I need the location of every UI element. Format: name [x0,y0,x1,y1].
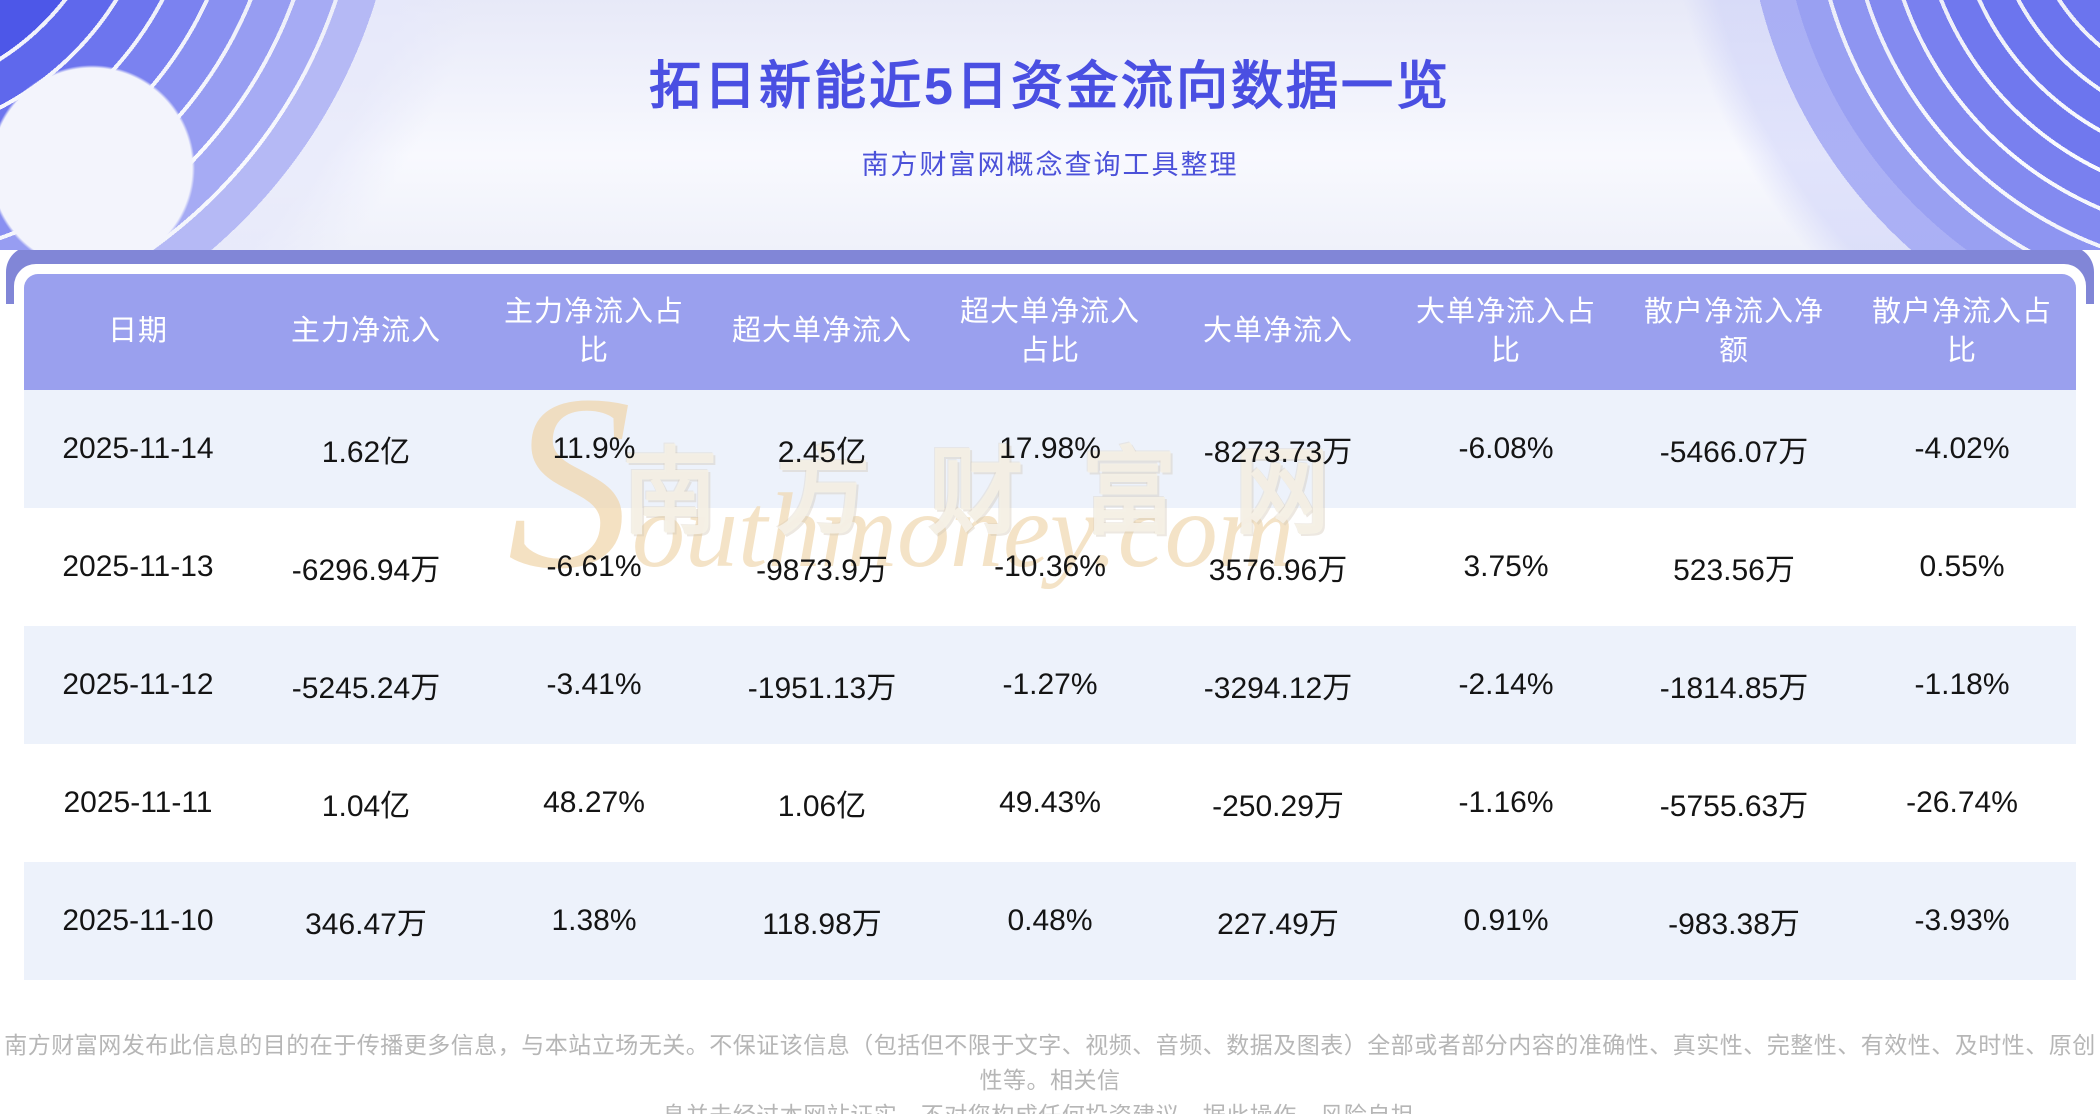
column-header: 主力净流入 [252,274,480,390]
table-cell: 0.55% [1919,550,2005,583]
table-cell: 523.56万 [1673,554,1795,587]
column-header: 超大单净流入 [708,274,936,390]
table-cell: -1.18% [1914,668,2010,701]
table-cell: -6296.94万 [291,554,441,587]
page-title: 拓日新能近5日资金流向数据一览 [649,58,1451,116]
disclaimer: 南方财富网发布此信息的目的在于传播更多信息，与本站立场无关。不保证该信息（包括但… [0,1028,2100,1114]
fund-flow-table-card: Southmoney.com 南方财富网 日期 主力净流入 主力净流入占 比超大单净… [14,264,2086,990]
table-cell: -6.61% [546,550,642,583]
table-cell: 1.62亿 [321,436,411,469]
column-header: 大单净流入 [1164,274,1392,390]
banner-left-stripes-decoration [0,0,540,250]
table-cell: 1.38% [551,904,637,937]
table-cell: -1814.85万 [1659,672,1809,705]
table-cell: 2025-11-13 [62,550,214,583]
table-cell: 3.75% [1463,550,1549,583]
table-row: 2025-11-14 1.62亿 11.9% 2.45亿 17.98% -8273.73万… [24,390,2076,508]
table-cell: -983.38万 [1668,908,1800,941]
table-cell: -4.02% [1914,432,2010,465]
table-cell: 1.06亿 [777,790,867,823]
table-cell: -5755.63万 [1659,790,1809,823]
table-cell: 2.45亿 [777,436,867,469]
header-banner: 拓日新能近5日资金流向数据一览 南方财富网概念查询工具整理 [0,0,2100,250]
table-cell: 2025-11-14 [62,432,214,465]
table-cell: -1.27% [1002,668,1098,701]
column-header: 超大单净流入 占比 [936,274,1164,390]
table-cell: 11.9% [552,432,636,465]
page-subtitle: 南方财富网概念查询工具整理 [861,150,1239,180]
table-cell: 2025-11-12 [62,668,214,701]
table-cell: -1.16% [1458,786,1554,819]
table-cell: 0.91% [1463,904,1549,937]
table-cell: -1951.13万 [747,672,897,705]
table-row: 2025-11-10 346.47万 1.38% 118.98万 0.48% 227.49… [24,862,2076,980]
column-header: 大单净流入占 比 [1392,274,1620,390]
table-head: 日期 主力净流入 主力净流入占 比超大单净流入 超大单净流入 占比 大单净流入 大单净流入… [24,274,2076,390]
fund-flow-table: 日期 主力净流入 主力净流入占 比超大单净流入 超大单净流入 占比 大单净流入 大单净流入… [24,274,2076,980]
table-cell: 17.98% [999,432,1101,465]
disclaimer-line-1: 南方财富网发布此信息的目的在于传播更多信息，与本站立场无关。不保证该信息（包括但… [4,1032,2096,1093]
table-cell: -5466.07万 [1659,436,1809,469]
table-cell: 118.98万 [762,908,882,941]
table-cell: -6.08% [1458,432,1554,465]
disclaimer-line-2: 息并未经过本网站证实，不对您构成任何投资建议，据此操作，风险自担。 [0,1098,2100,1114]
column-header: 日期 [24,274,252,390]
table-header-row: 日期 主力净流入 主力净流入占 比超大单净流入 超大单净流入 占比 大单净流入 大单净流入… [24,274,2076,390]
table-cell: 49.43% [999,786,1101,819]
table-row: 2025-11-12 -5245.24万 -3.41% -1951.13万 -1.27%… [24,626,2076,744]
table-cell: -9873.9万 [756,554,888,587]
column-header: 散户净流入占 比 [1848,274,2076,390]
table-cell: -8273.73万 [1203,436,1353,469]
table-cell: -5245.24万 [291,672,441,705]
column-header: 散户净流入净 额 [1620,274,1848,390]
table-cell: 3576.96万 [1208,554,1348,587]
table-cell: -10.36% [994,550,1106,583]
table-cell: 48.27% [543,786,645,819]
table-cell: 0.48% [1007,904,1093,937]
table-cell: 227.49万 [1217,908,1339,941]
column-header: 主力净流入占 比 [480,274,708,390]
table-body: 2025-11-14 1.62亿 11.9% 2.45亿 17.98% -8273.73万… [24,390,2076,980]
table-cell: -250.29万 [1212,790,1344,823]
table-cell: 346.47万 [305,908,427,941]
table-cell: -2.14% [1458,668,1554,701]
table-cell: -3.41% [546,668,642,701]
table-cell: -26.74% [1906,786,2018,819]
table-cell: -3294.12万 [1203,672,1353,705]
table-row: 2025-11-11 1.04亿 48.27% 1.06亿 49.43% -250.29万… [24,744,2076,862]
table-cell: 2025-11-10 [62,904,214,937]
table-row: 2025-11-13 -6296.94万 -6.61% -9873.9万 -10.36%… [24,508,2076,626]
table-cell: -3.93% [1914,904,2010,937]
table-cell: 1.04亿 [321,790,411,823]
table-cell: 2025-11-11 [63,786,213,819]
banner-right-arcs-decoration [1670,0,2100,250]
